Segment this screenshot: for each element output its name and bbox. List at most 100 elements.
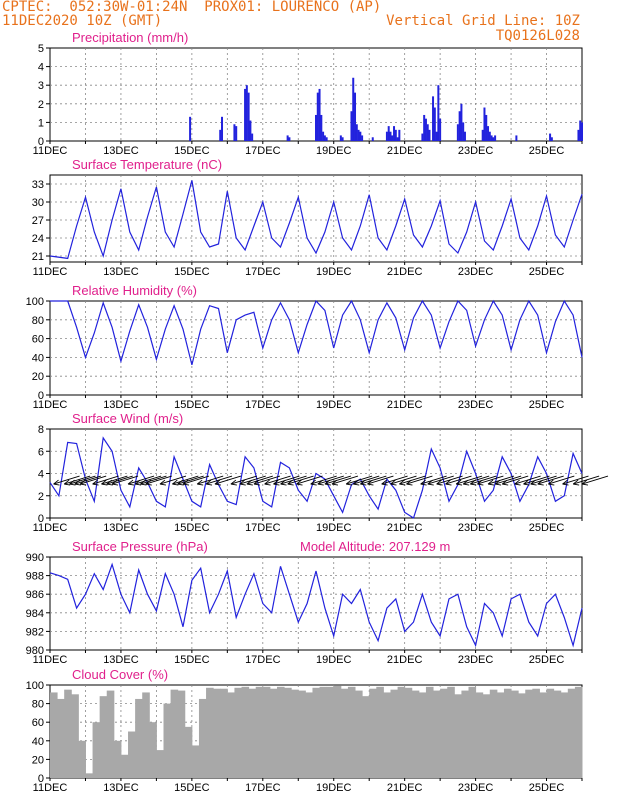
cloud-bar: [298, 690, 306, 778]
x-tick-label: 11DEC: [33, 145, 68, 157]
wind-arrow-head: [287, 479, 294, 486]
y-tick-label: 24: [32, 233, 44, 245]
precip-bar: [485, 114, 488, 141]
wind-arrow-head: [487, 479, 495, 486]
x-tick-label: 15DEC: [174, 399, 210, 411]
wind-arrow: [53, 475, 80, 486]
cloud-bar: [347, 686, 356, 778]
precip-bar: [247, 92, 250, 141]
wind-arrow-head: [406, 479, 413, 486]
cloud-bar: [418, 692, 427, 778]
panel-frame: [49, 556, 583, 651]
wind-arrow-shaft: [127, 475, 155, 485]
precip-bar: [577, 129, 580, 141]
wind-arrow-head: [79, 479, 87, 486]
wind-arrow: [436, 475, 463, 486]
cloud-bar: [262, 686, 271, 778]
cloud-bar: [425, 686, 434, 778]
wind-arrow-shaft: [159, 475, 187, 485]
cloud-bar: [106, 690, 115, 778]
x-tick-label: 15DEC: [174, 782, 210, 794]
wind-arrow: [390, 475, 417, 486]
precip-bar: [322, 131, 325, 141]
panel-title: Precipitation (mm/h): [72, 30, 188, 45]
wind-arrow: [79, 475, 107, 486]
precip-bar: [483, 107, 486, 141]
precip-bar: [189, 116, 192, 141]
wind-arrow: [177, 475, 204, 486]
y-tick-label: 0: [38, 513, 44, 525]
precip-bar: [245, 85, 248, 141]
precip-bar: [352, 77, 355, 141]
cloud-bar: [532, 688, 540, 778]
wind-arrow-head: [445, 479, 452, 486]
precip-bar: [550, 137, 553, 141]
wind-arrow-head: [273, 479, 280, 486]
precip-bar: [371, 137, 374, 141]
cloud-bar: [503, 688, 512, 778]
wind-arrow-shaft: [537, 475, 564, 485]
y-tick-label: 5: [38, 43, 44, 55]
y-tick-label: 990: [26, 552, 44, 564]
wind-arrow: [427, 475, 454, 486]
precip-bar: [361, 135, 364, 141]
y-tick-label: 33: [32, 179, 44, 191]
wind-arrow-shaft: [463, 475, 490, 485]
wind-arrow-shaft: [287, 475, 314, 485]
wind-arrow: [360, 475, 387, 486]
precip-bar: [325, 137, 328, 141]
wind-arrow-head: [436, 479, 443, 486]
wind-arrow: [530, 475, 557, 486]
x-tick-label: 13DEC: [103, 399, 139, 411]
wind-arrow: [111, 475, 139, 486]
wind-arrow-head: [127, 479, 135, 486]
wind-arrow: [239, 475, 266, 486]
x-tick-label: 15DEC: [174, 266, 210, 278]
wind-arrow: [381, 475, 408, 486]
wind-arrow-head: [462, 479, 470, 486]
wind-arrow-shaft: [353, 475, 380, 485]
cloud-bar: [475, 692, 484, 778]
wind-arrow-head: [494, 479, 502, 486]
precip-bar: [396, 137, 399, 141]
wind-arrow-shaft: [445, 475, 472, 485]
x-tick-label: 13DEC: [103, 522, 139, 534]
y-tick-label: 21: [32, 251, 44, 263]
cloud-bar: [525, 689, 533, 778]
x-tick-label: 23DEC: [458, 399, 494, 411]
y-tick-label: 100: [26, 296, 44, 308]
x-tick-label: 19DEC: [316, 654, 352, 666]
x-tick-label: 25DEC: [529, 654, 565, 666]
wind-arrow: [562, 475, 589, 486]
y-tick-label: 988: [26, 571, 44, 583]
wind-arrow-shaft: [381, 475, 408, 485]
precip-bar: [424, 118, 427, 141]
wind-arrow: [548, 475, 575, 486]
wind-arrow-shaft: [230, 475, 258, 485]
precip-bar: [221, 116, 224, 141]
precip-bar: [286, 135, 289, 141]
cloud-bar: [390, 689, 399, 778]
cloud-bar: [198, 698, 207, 778]
wind-arrow-head: [101, 479, 108, 486]
precip-bar: [318, 88, 321, 141]
wind-arrow-shaft: [420, 475, 447, 485]
wind-arrow-shaft: [436, 475, 463, 485]
wind-arrow-shaft: [92, 475, 119, 485]
wind-arrow-shaft: [182, 475, 210, 485]
x-tick-label: 15DEC: [174, 654, 210, 666]
wind-arrow-shaft: [214, 475, 242, 485]
wind-arrow: [352, 475, 380, 486]
wind-arrow: [296, 475, 323, 486]
wind-arrow: [196, 475, 224, 486]
wind-arrow: [134, 475, 162, 486]
wind-arrow-head: [239, 479, 246, 486]
y-tick-label: 30: [32, 197, 44, 209]
wind-arrow-shaft: [69, 475, 96, 485]
precip-bar: [391, 135, 394, 141]
cloud-bar: [57, 698, 65, 778]
x-tick-label: 19DEC: [316, 782, 352, 794]
precip-bar: [423, 114, 426, 141]
cloud-bar: [156, 750, 164, 778]
